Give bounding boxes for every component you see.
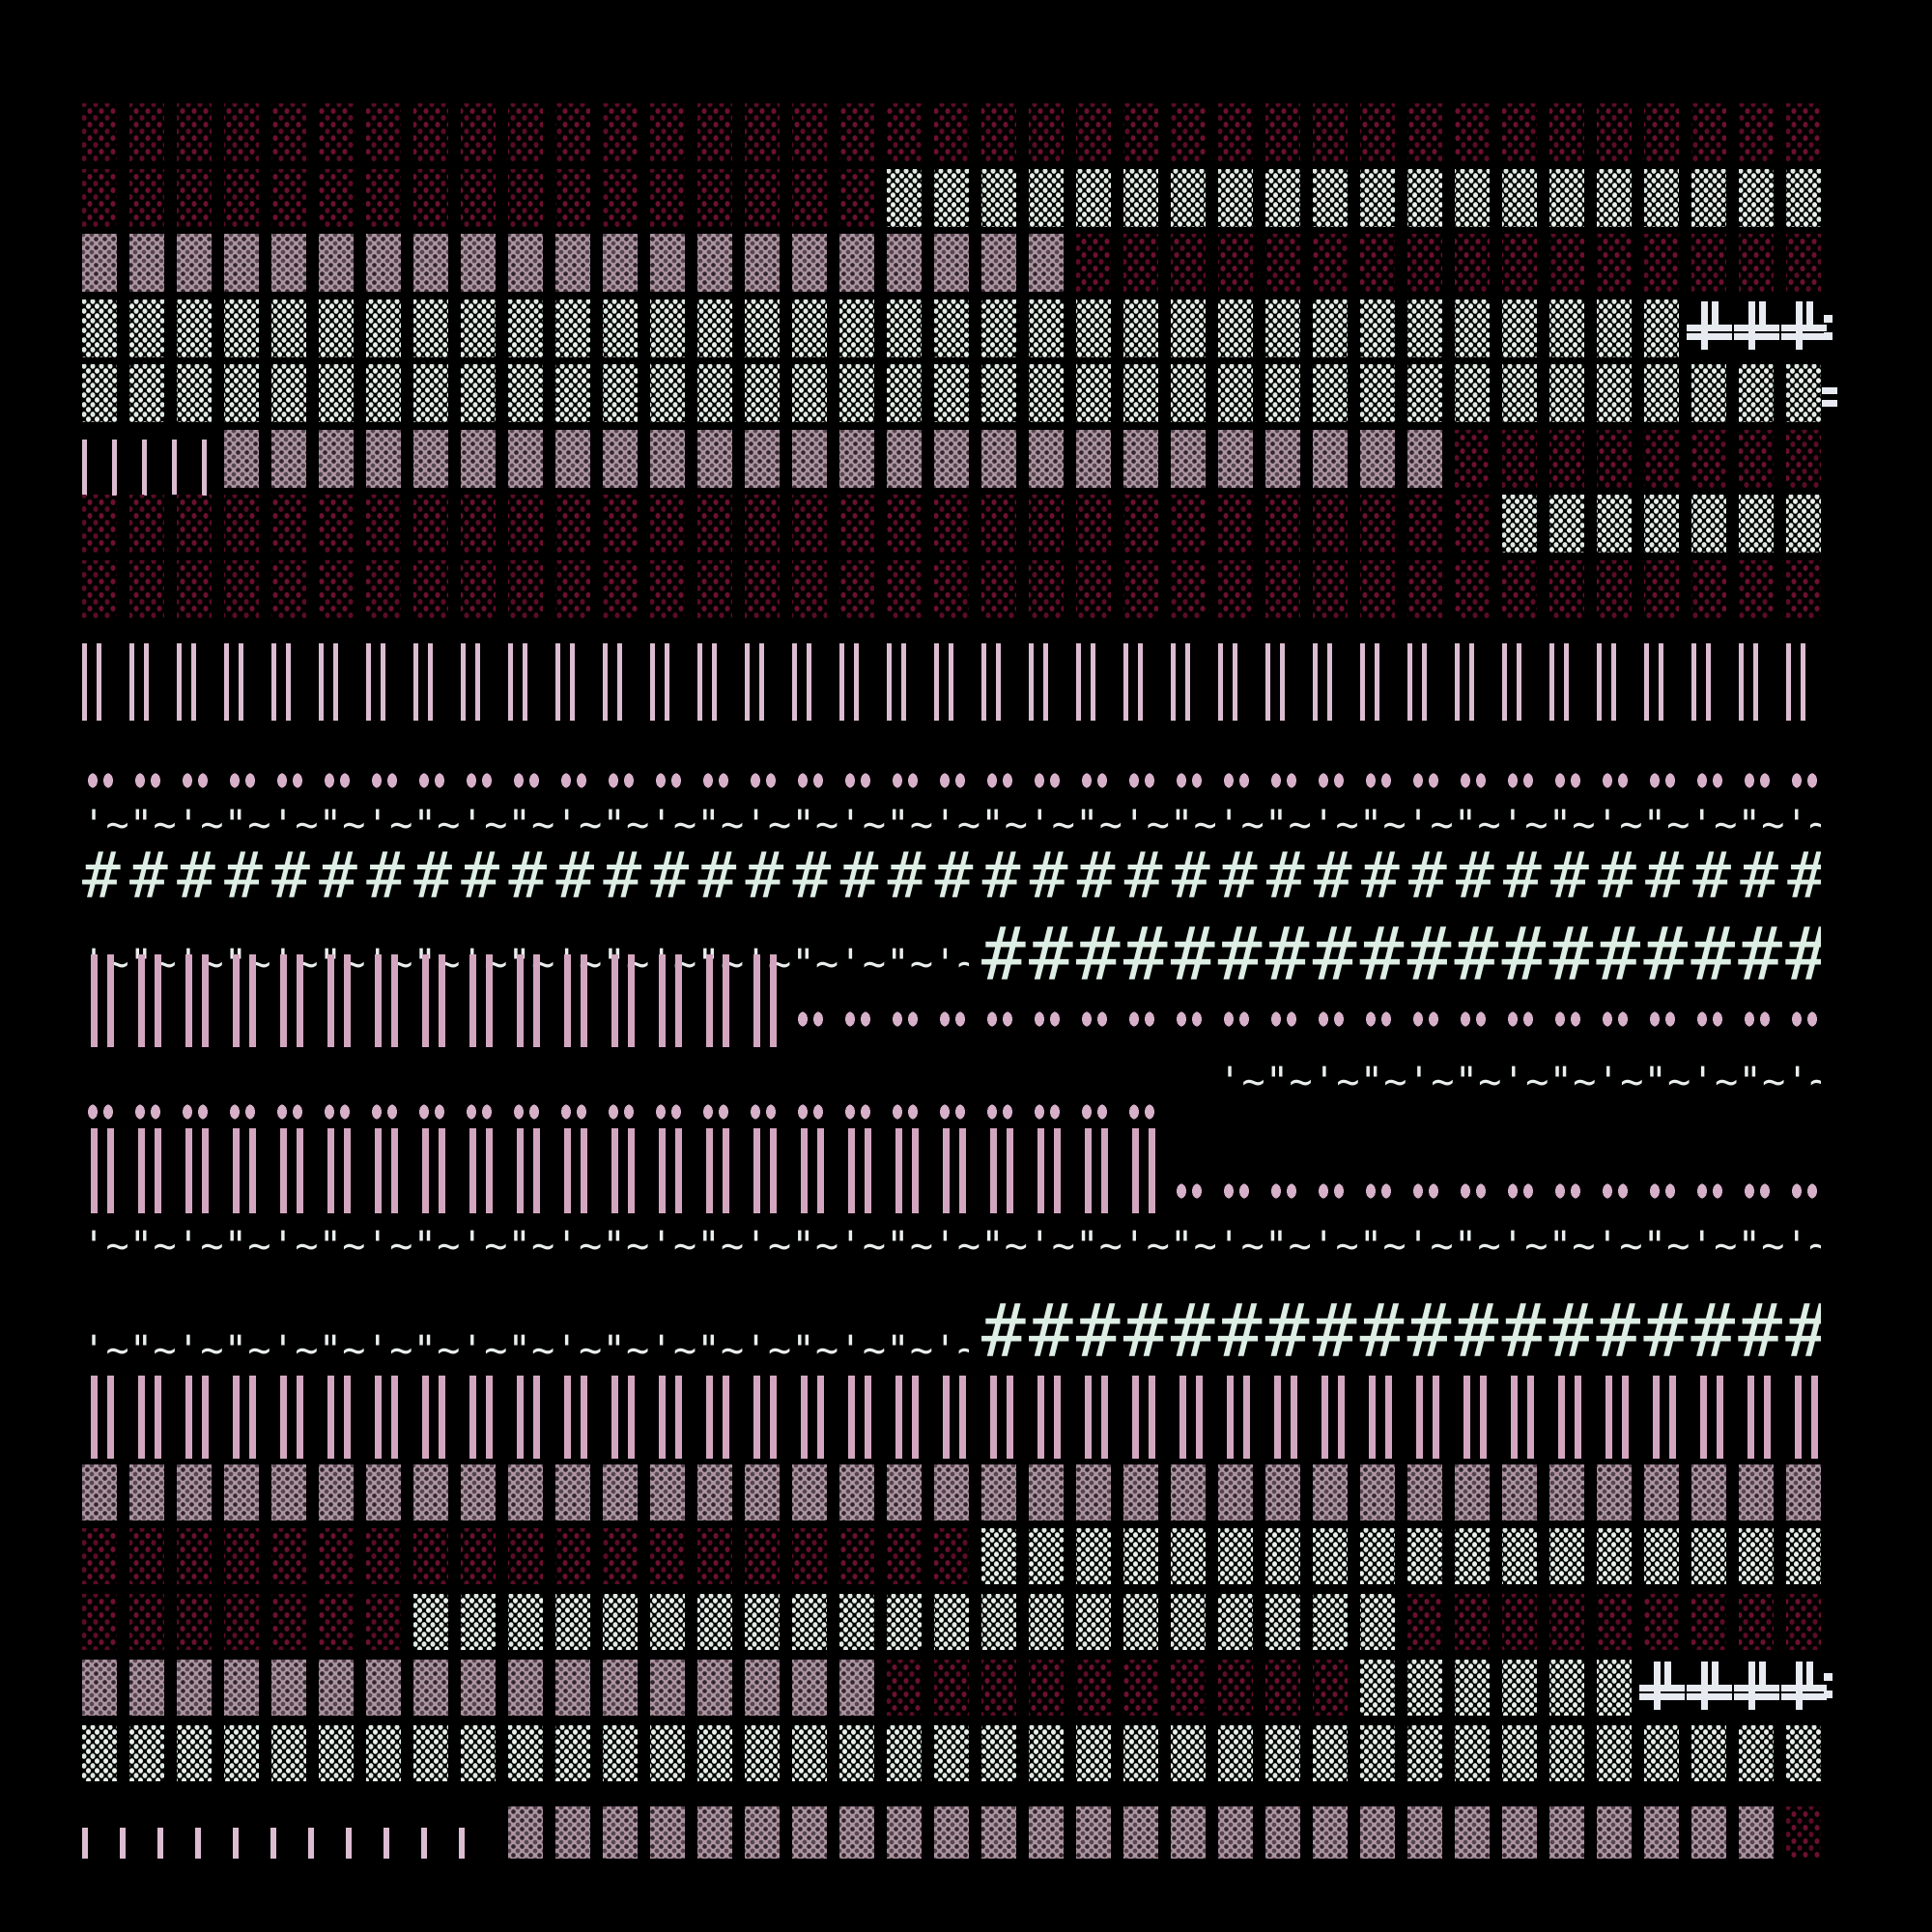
double-bars-row (0, 1376, 1932, 1459)
bottom-band-row-4 (0, 1660, 1932, 1716)
double-cross-icon (1734, 301, 1779, 355)
double-cross-icon (1781, 1662, 1827, 1716)
quotes-row-1: '~"~'~"~'~"~'~"~'~"~'~"~'~"~'~"~'~"~'~"~… (0, 804, 1932, 848)
mixed-row-dbars-dots-2 (0, 1128, 1932, 1213)
halftone-mauve-segment (82, 1660, 874, 1716)
halftone-red-segment (82, 103, 1821, 161)
quotes-row-2: '~"~'~"~'~"~'~"~'~"~'~"~'~"~'~"~'~"~'~"~… (0, 1225, 1932, 1269)
halftone-white-segment (82, 364, 1821, 422)
halftone-red-segment (82, 1594, 401, 1650)
top-band-row-6 (0, 430, 1932, 496)
top-band-row-1 (0, 103, 1932, 161)
equals-mark (1822, 387, 1839, 445)
bottom-band-row-6 (0, 1791, 1932, 1859)
top-band-row-2 (0, 169, 1932, 227)
top-band-row-7 (0, 495, 1932, 553)
halftone-white-segment (1502, 495, 1821, 553)
halftone-white-segment (413, 1594, 1395, 1650)
halftone-white-segment (887, 169, 1821, 227)
quote-tilde-glyphs: '~"~'~"~'~"~'~"~'~"~'~"~'~"~'~"~'~"~'~"~… (82, 1329, 969, 1372)
bottom-band-row-1 (0, 1464, 1932, 1520)
quote-tilde-glyphs: '~"~'~"~'~"~'~"~'~"~'~"~'~"~'~"~'~"~'~"~… (1218, 1061, 1821, 1103)
top-band-row-8 (0, 560, 1932, 618)
double-cross-icon (1734, 1662, 1779, 1716)
colon-mark (1824, 315, 1841, 373)
cross-glyph-group (1639, 1662, 1827, 1716)
dot-pairs-pattern (1171, 1180, 1821, 1202)
halftone-red-segment (82, 495, 1490, 553)
halftone-red-segment (1786, 1806, 1821, 1859)
top-band-row-5 (0, 364, 1932, 422)
halftone-mauve-segment (82, 234, 1064, 292)
quote-tilde-glyphs: '~"~'~"~'~"~'~"~'~"~'~"~'~"~'~"~'~"~'~"~… (82, 1225, 1821, 1268)
halftone-mauve-segment (508, 1806, 1774, 1859)
hash-glyphs: ########################################… (82, 848, 1821, 904)
bottom-band-row-3 (0, 1594, 1932, 1650)
hash-glyphs: ########################################… (981, 920, 1821, 991)
halftone-red-segment (82, 1528, 969, 1584)
halftone-red-segment (887, 1660, 1348, 1716)
halftone-mauve-segment (82, 1464, 1821, 1520)
dot-pairs-pattern (792, 1009, 1821, 1030)
top-band-row-3 (0, 234, 1932, 292)
halftone-white-segment (82, 1725, 1821, 1781)
double-cross-icon (1687, 301, 1732, 355)
halftone-white-segment (981, 1528, 1821, 1584)
double-cross-icon (1781, 301, 1827, 355)
hash-row-1: ########################################… (0, 848, 1932, 904)
bottom-band-row-5 (0, 1725, 1932, 1781)
double-bars-pattern (82, 1376, 1821, 1459)
halftone-red-segment (1076, 234, 1821, 292)
halftone-mauve-segment (224, 430, 1442, 488)
quote-tilde-glyphs: '~"~'~"~'~"~'~"~'~"~'~"~'~"~'~"~'~"~'~"~… (82, 804, 1821, 847)
halftone-red-segment (1455, 430, 1821, 488)
dot-pairs-pattern (82, 1101, 1158, 1122)
colon-mark (1824, 1673, 1841, 1729)
hash-glyphs: ########################################… (981, 1296, 1821, 1372)
dots-row-1 (0, 771, 1932, 790)
double-bars-pattern (82, 1128, 1158, 1213)
bottom-band-row-2 (0, 1528, 1932, 1584)
halftone-white-segment (82, 299, 1679, 357)
tall-bars-pattern (82, 643, 1821, 721)
dots-row-2 (0, 1101, 1932, 1122)
halftone-red-segment (1407, 1594, 1821, 1650)
halftone-red-segment (82, 169, 874, 227)
double-cross-icon (1639, 1662, 1685, 1716)
double-cross-icon (1687, 1662, 1732, 1716)
halftone-red-segment (82, 560, 1821, 618)
quotes-segment-row: '~"~'~"~'~"~'~"~'~"~'~"~'~"~'~"~'~"~'~"~… (0, 1061, 1932, 1103)
mini-bars-pattern (82, 440, 212, 496)
double-bars-pattern (82, 954, 780, 1047)
mixed-row-quotes-hash-2: '~"~'~"~'~"~'~"~'~"~'~"~'~"~'~"~'~"~'~"~… (0, 1296, 1932, 1372)
top-band-row-4 (0, 299, 1932, 357)
mixed-row-dbars-dots (0, 954, 1932, 1047)
dot-pairs-pattern (82, 771, 1821, 790)
tall-bars-row (0, 643, 1932, 721)
halftone-white-segment (1360, 1660, 1632, 1716)
cross-glyph-group (1687, 301, 1827, 355)
short-bars-pattern (82, 1828, 496, 1859)
